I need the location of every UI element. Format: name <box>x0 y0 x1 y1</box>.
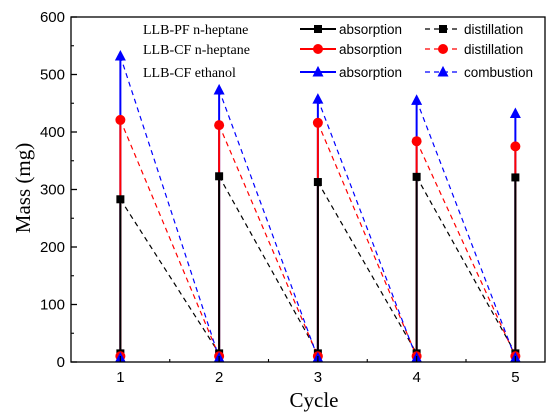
series-0-peak-point <box>313 178 322 187</box>
plot-axes: 0 100 200 300 400 500 600 1 2 3 4 5 <box>40 9 546 386</box>
series-0-regeneration-segment <box>317 181 418 354</box>
series-0-regeneration-segment <box>119 198 220 354</box>
y-tick-label: 100 <box>40 297 65 314</box>
legend-entry-0-regeneration-swatch-marker <box>439 25 447 33</box>
series-2-peak-point <box>509 107 521 119</box>
series-2-peak-point <box>114 49 126 61</box>
x-tick-label: 4 <box>412 369 420 386</box>
series-0-peak-point <box>511 173 520 182</box>
legend-entry-2-name: LLB-CF ethanol <box>143 66 236 81</box>
series-0-regeneration-segment <box>218 175 319 354</box>
x-axis-label: Cycle <box>290 388 339 412</box>
y-tick-label: 600 <box>40 9 65 26</box>
legend-entry-1-name: LLB-CF n-heptane <box>143 43 250 58</box>
y-tick-label: 300 <box>40 182 65 199</box>
series-1-peak-point <box>312 117 323 128</box>
legend-entry-2-regeneration-swatch-marker <box>437 65 449 77</box>
legend-entry-2-absorption-swatch-marker <box>312 65 324 77</box>
plot-series <box>114 49 521 363</box>
legend-entry-1-absorption-label: absorption <box>339 42 402 57</box>
legend-entry-1-regeneration-swatch-marker <box>438 44 448 54</box>
series-2-regeneration-segment <box>317 99 418 359</box>
y-tick-label: 0 <box>57 354 65 371</box>
series-1-peak-point <box>510 141 521 152</box>
series-2-regeneration-segment <box>416 100 516 359</box>
legend-entry-1-regeneration-label: distillation <box>464 42 523 57</box>
legend-entry-0-absorption-swatch-marker <box>314 25 322 33</box>
series-1-peak-point <box>214 120 225 131</box>
legend-entry-2-regeneration-label: combustion <box>464 65 533 80</box>
x-tick-label: 2 <box>215 369 223 386</box>
series-1-regeneration-segment <box>119 119 220 357</box>
x-tick-label: 5 <box>511 369 519 386</box>
y-tick-label: 200 <box>40 239 65 256</box>
legend-entry-1-absorption-swatch-marker <box>313 44 323 54</box>
y-axis-label: Mass (mg) <box>11 143 35 233</box>
series-0-regeneration-segment <box>416 176 516 354</box>
series-1-regeneration-segment <box>317 122 418 357</box>
series-1-regeneration-segment <box>416 140 516 357</box>
series-2-peak-point <box>312 93 324 104</box>
legend-entry-0-regeneration-label: distillation <box>464 22 523 37</box>
series-0-peak-point <box>116 195 125 204</box>
series-0-peak-point <box>412 172 421 181</box>
x-tick-label: 3 <box>314 369 322 386</box>
legend: LLB-PF n-heptane absorption distillation LL… <box>143 22 533 81</box>
y-tick-label: 400 <box>40 124 65 141</box>
series-1-peak-point <box>115 114 126 125</box>
series-2-regeneration-segment <box>218 89 319 359</box>
y-tick-label: 500 <box>40 67 65 84</box>
series-2-peak-point <box>213 83 225 95</box>
legend-entry-2-absorption-label: absorption <box>339 65 402 80</box>
series-0-peak-point <box>215 172 224 181</box>
series-2-peak-point <box>411 94 423 105</box>
series-1-regeneration-segment <box>218 124 319 357</box>
legend-entry-0-absorption-label: absorption <box>339 22 402 37</box>
x-tick-label: 1 <box>116 369 124 386</box>
series-1-peak-point <box>411 136 422 147</box>
legend-entry-0-name: LLB-PF n-heptane <box>143 23 248 38</box>
series-2-regeneration-segment <box>119 55 220 359</box>
